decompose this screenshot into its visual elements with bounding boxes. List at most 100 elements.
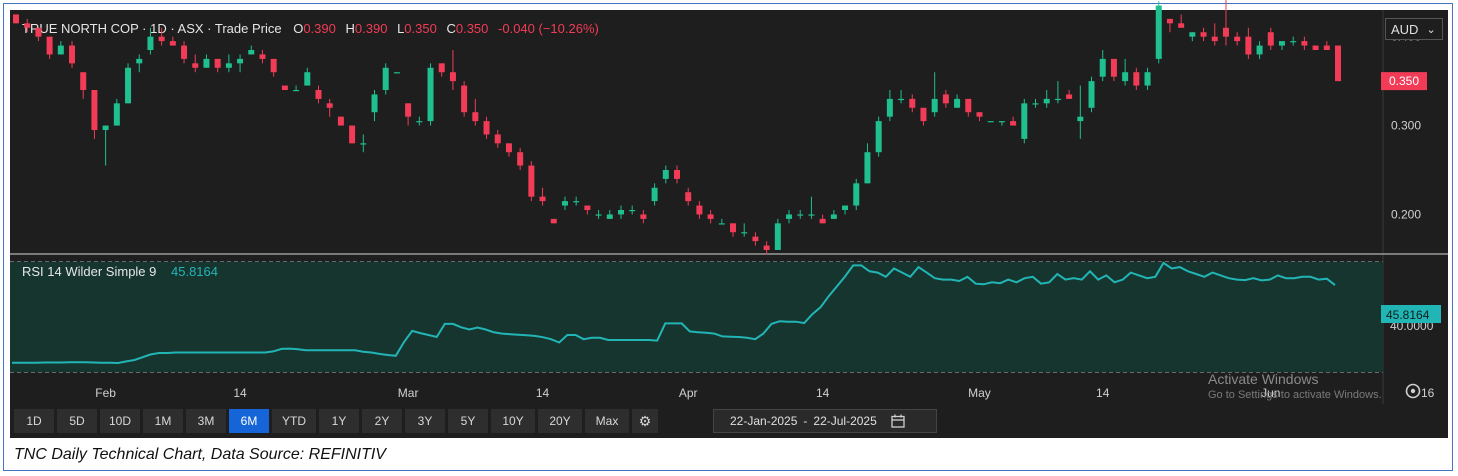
rsi-label: RSI 14 Wilder Simple 9 [22, 264, 156, 279]
candle-body [1323, 45, 1330, 50]
candle-body [965, 98, 972, 113]
range-button-max[interactable]: Max [585, 409, 629, 433]
date-range-separator: - [803, 414, 808, 428]
range-button-5y[interactable]: 5Y [448, 409, 488, 433]
rsi-axis-badge [1381, 305, 1441, 323]
candle-body [136, 58, 143, 64]
candle-body [1256, 45, 1263, 55]
candle-body [920, 107, 927, 122]
low-label: L [397, 21, 404, 36]
range-button-3m[interactable]: 3M [186, 409, 226, 433]
candle-body [416, 121, 423, 123]
x-tick-label: 16 [1421, 386, 1435, 400]
candle-body [315, 90, 322, 99]
candle-body [1122, 72, 1129, 82]
candle-body [886, 98, 893, 117]
currency-select[interactable]: AUD ⌄ [1385, 18, 1443, 40]
candle-body [125, 67, 132, 104]
candle-body [651, 187, 658, 202]
candle-body [864, 152, 871, 184]
rsi-pane: RSI 14 Wilder Simple 9 45.8164 40.0000 4… [10, 261, 1441, 373]
range-button-5d[interactable]: 5D [57, 409, 97, 433]
open-label: O [293, 21, 303, 36]
candle-body [91, 90, 98, 130]
candle-body [898, 98, 905, 101]
candle-body [1088, 81, 1095, 108]
candle-body [931, 98, 938, 113]
range-button-ytd[interactable]: YTD [272, 409, 316, 433]
candle-body [1301, 41, 1308, 46]
instrument-label: TRUE NORTH COP · 1D · ASX · Trade Price [22, 21, 282, 36]
candle-body [349, 125, 356, 144]
gear-icon[interactable]: ⚙ [632, 409, 658, 433]
candle-body [438, 63, 445, 73]
candle-body [774, 223, 781, 250]
candle-body [954, 98, 961, 108]
date-range-picker[interactable]: 22-Jan-2025 - 22-Jul-2025 [713, 409, 937, 433]
candle-body [1278, 41, 1285, 46]
candle-body [718, 223, 725, 225]
low-value: 0.350 [404, 21, 437, 36]
candle-body [1066, 94, 1073, 99]
candle-body [382, 67, 389, 90]
candle-body [662, 170, 669, 179]
range-button-2y[interactable]: 2Y [362, 409, 402, 433]
candle-body [998, 121, 1005, 123]
candle-body [337, 116, 344, 126]
candle-body [1166, 18, 1173, 24]
candle-body [707, 214, 714, 219]
candle-body [1043, 98, 1050, 104]
activate-windows-subtitle: Go to Settings to activate Windows. [1208, 389, 1382, 401]
candle-body [875, 121, 882, 153]
range-button-3y[interactable]: 3Y [405, 409, 445, 433]
candle-body [248, 50, 255, 55]
candle-body [46, 36, 53, 55]
candle-body [819, 218, 826, 224]
x-tick-label: 14 [816, 386, 830, 400]
candle-body [830, 214, 837, 219]
candle-body [304, 72, 311, 86]
x-tick-label: 14 [536, 386, 550, 400]
x-tick-label: May [968, 386, 991, 400]
candle-body [696, 205, 703, 215]
candle-body [1133, 72, 1140, 86]
candle-body [405, 103, 412, 117]
candle-body [685, 192, 692, 202]
candle-body [1110, 58, 1117, 77]
change-value: -0.040 (−10.26%) [498, 21, 599, 36]
activate-windows-title: Activate Windows [1208, 371, 1319, 387]
candle-body [181, 45, 188, 59]
rsi-axis-value: 45.8164 [1386, 308, 1430, 322]
axis-settings-icon[interactable] [1405, 383, 1421, 399]
candle-body [617, 210, 624, 215]
candle-body [1312, 45, 1319, 50]
candle-body [539, 196, 546, 202]
candle-body [1267, 32, 1274, 46]
range-button-1y[interactable]: 1Y [319, 409, 359, 433]
candle-body [1200, 32, 1207, 37]
range-button-6m[interactable]: 6M [229, 409, 269, 433]
x-tick-label: Feb [95, 386, 116, 400]
range-button-20y[interactable]: 20Y [538, 409, 582, 433]
candle-body [730, 223, 737, 233]
candle-body [528, 165, 535, 197]
candle-body [595, 214, 602, 216]
date-range-start: 22-Jan-2025 [730, 414, 798, 428]
range-button-1d[interactable]: 1D [14, 409, 54, 433]
last-price-badge: 0.350 [1381, 72, 1427, 91]
candle-body [192, 63, 199, 68]
range-button-10d[interactable]: 10D [100, 409, 140, 433]
currency-value: AUD [1391, 21, 1419, 37]
x-tick-label: Apr [679, 386, 698, 400]
candle-body [1290, 41, 1297, 43]
candle-body [360, 143, 367, 145]
candle-body [1222, 27, 1229, 37]
candle-body [674, 170, 680, 179]
candle-body [326, 103, 333, 108]
calendar-icon[interactable] [891, 414, 905, 428]
candle-body [203, 58, 210, 68]
range-button-10y[interactable]: 10Y [491, 409, 535, 433]
candle-body [976, 112, 983, 117]
range-button-1m[interactable]: 1M [143, 409, 183, 433]
